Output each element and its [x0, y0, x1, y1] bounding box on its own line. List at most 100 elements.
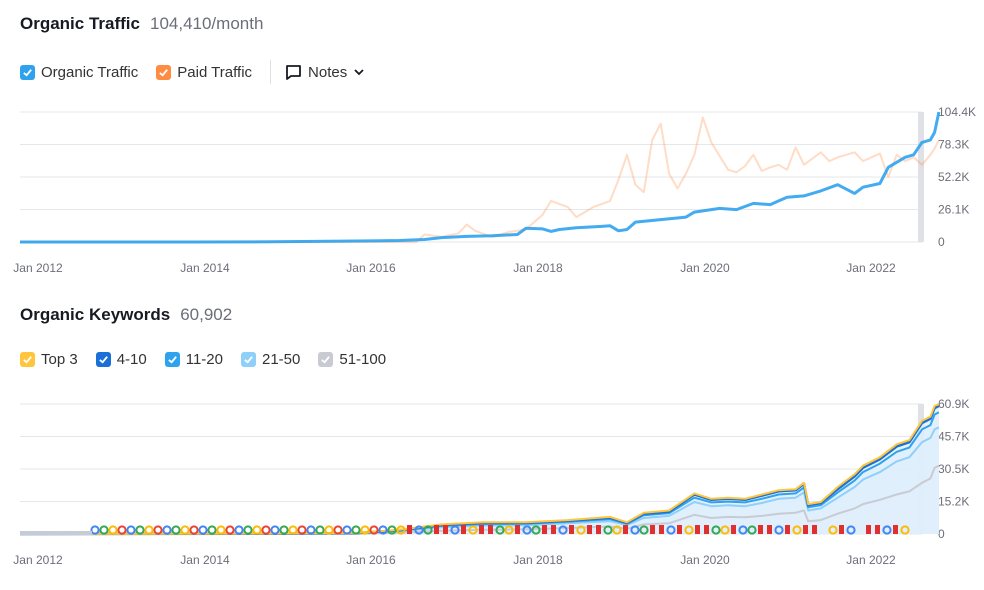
red-flag-marker	[542, 525, 547, 534]
google-update-icon	[603, 525, 613, 535]
algorithm-update-markers	[90, 525, 910, 535]
red-flag-marker	[515, 525, 520, 534]
google-update-icon	[774, 525, 784, 535]
red-flag-marker	[479, 525, 484, 534]
google-update-icon	[630, 525, 640, 535]
legend-4-10[interactable]: 4-10	[95, 351, 147, 368]
google-update-icon	[360, 525, 370, 535]
red-flag-marker	[839, 525, 844, 534]
y-tick-label: 52.2K	[938, 170, 969, 184]
legend-label: 51-100	[339, 351, 387, 368]
google-update-icon	[522, 525, 532, 535]
red-flag-marker	[488, 525, 493, 534]
google-update-icon	[207, 525, 217, 535]
notes-label: Notes	[308, 63, 348, 81]
google-update-icon	[423, 525, 433, 535]
x-tick-label: Jan 2020	[680, 261, 730, 275]
red-flag-marker	[695, 525, 700, 534]
x-tick-label: Jan 2012	[13, 261, 63, 275]
google-update-icon	[369, 525, 379, 535]
y-tick-label: 0	[938, 527, 945, 541]
y-tick-label: 104.4K	[938, 105, 976, 119]
legend-11-20[interactable]: 11-20	[164, 351, 223, 368]
checkbox-checked-icon[interactable]	[20, 352, 35, 367]
legend-top-3[interactable]: Top 3	[20, 351, 78, 368]
legend-label: 4-10	[116, 351, 147, 368]
google-update-icon	[216, 525, 226, 535]
google-update-icon	[747, 525, 757, 535]
checkbox-checked-icon[interactable]	[164, 352, 180, 367]
google-update-icon	[846, 525, 856, 535]
red-flag-marker	[461, 525, 466, 534]
x-tick-label: Jan 2012	[13, 553, 63, 567]
legend-paid-traffic[interactable]: Paid Traffic	[156, 64, 252, 81]
checkbox-checked-icon[interactable]	[95, 352, 111, 367]
red-flag-marker	[659, 525, 664, 534]
red-flag-marker	[758, 525, 763, 534]
chevron-down-icon	[354, 69, 364, 76]
google-update-icon	[468, 525, 478, 535]
checkbox-checked-icon[interactable]	[318, 352, 334, 367]
legend-divider	[270, 60, 272, 84]
google-update-icon	[108, 525, 118, 535]
red-flag-marker	[677, 525, 682, 534]
google-update-icon	[90, 525, 100, 535]
legend-organic-traffic[interactable]: Organic Traffic	[20, 64, 138, 81]
series-line-top-3	[19, 403, 940, 535]
google-update-icon	[126, 525, 136, 535]
google-update-icon	[117, 525, 127, 535]
google-update-icon	[900, 525, 910, 535]
google-update-icon	[738, 525, 748, 535]
red-flag-marker	[812, 525, 817, 534]
google-update-icon	[414, 525, 424, 535]
red-flag-marker	[866, 525, 871, 534]
red-flag-marker	[803, 525, 808, 534]
google-update-icon	[342, 525, 352, 535]
google-update-icon	[828, 525, 838, 535]
legend-label: 21-50	[262, 351, 301, 368]
y-tick-label: 0	[938, 235, 945, 249]
notes-dropdown[interactable]: Notes	[285, 64, 371, 81]
google-update-icon	[135, 525, 145, 535]
google-update-icon	[711, 525, 721, 535]
note-icon	[286, 64, 301, 80]
google-update-icon	[333, 525, 343, 535]
traffic-legend: Organic Traffic Paid Traffic Notes	[20, 60, 371, 84]
red-flag-marker	[767, 525, 772, 534]
y-tick-label: 26.1K	[938, 203, 969, 217]
google-update-icon	[153, 525, 163, 535]
google-update-icon	[252, 525, 262, 535]
legend-21-50[interactable]: 21-50	[241, 351, 300, 368]
google-update-icon	[189, 525, 199, 535]
x-tick-label: Jan 2016	[346, 553, 396, 567]
y-tick-label: 30.5K	[938, 462, 969, 476]
red-flag-marker	[569, 525, 574, 534]
legend-51-100[interactable]: 51-100	[318, 351, 386, 368]
red-flag-marker	[893, 525, 898, 534]
red-flag-marker	[875, 525, 880, 534]
google-update-icon	[612, 525, 622, 535]
current-period-band	[918, 112, 924, 242]
google-update-icon	[378, 525, 388, 535]
checkbox-checked-icon[interactable]	[241, 352, 256, 367]
google-update-icon	[261, 525, 271, 535]
google-update-icon	[666, 525, 676, 535]
google-update-icon	[396, 525, 406, 535]
checkbox-checked-icon[interactable]	[156, 64, 172, 80]
google-update-icon	[171, 525, 181, 535]
google-update-icon	[279, 525, 289, 535]
red-flag-marker	[407, 525, 412, 534]
keywords-header: Organic Keywords 60,902	[20, 305, 232, 325]
checkbox-checked-icon[interactable]	[20, 64, 35, 80]
red-flag-marker	[587, 525, 592, 534]
google-update-icon	[495, 525, 505, 535]
google-update-icon	[558, 525, 568, 535]
red-flag-marker	[704, 525, 709, 534]
legend-label: 11-20	[185, 351, 223, 368]
google-update-icon	[882, 525, 892, 535]
keywords-value: 60,902	[180, 305, 233, 324]
google-update-icon	[324, 525, 334, 535]
google-update-icon	[450, 525, 460, 535]
x-tick-label: Jan 2018	[513, 261, 563, 275]
paid-traffic-line	[20, 116, 940, 243]
